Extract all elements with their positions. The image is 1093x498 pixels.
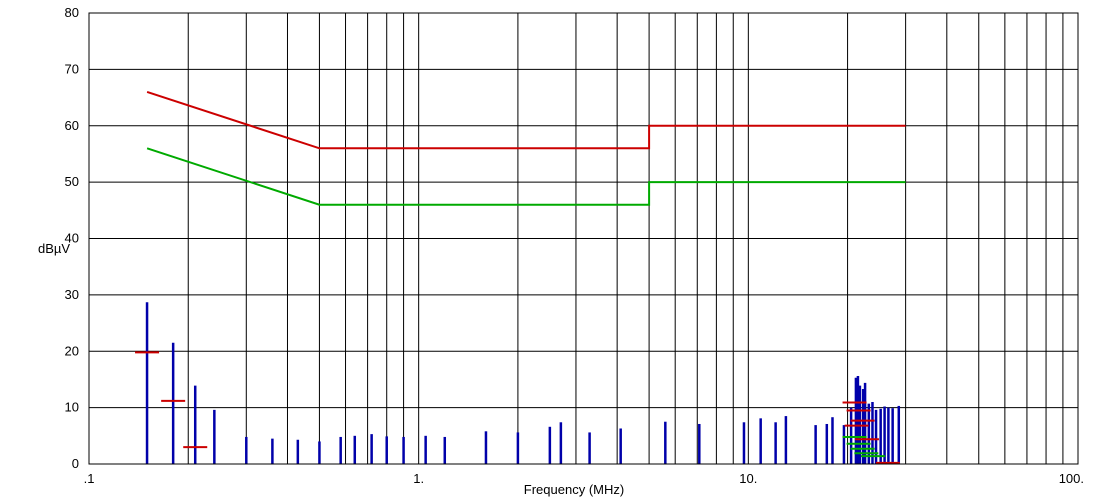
plot-frame (88, 12, 1079, 465)
y-tick-labels: 0 10 20 30 40 50 60 70 80 (65, 5, 79, 471)
y-tick-label: 20 (65, 343, 79, 358)
detector-markers (135, 351, 900, 464)
y-tick-label: 60 (65, 118, 79, 133)
limit-line (146, 90, 906, 150)
y-tick-label: 80 (65, 5, 79, 20)
y-tick-label: 50 (65, 174, 79, 189)
x-tick-labels: .1 1. 10. 100. (84, 471, 1084, 486)
limit-lines (146, 90, 906, 206)
y-tick-label: 30 (65, 287, 79, 302)
y-tick-label: 70 (65, 61, 79, 76)
x-tick-label: 1. (413, 471, 424, 486)
y-tick-label: 10 (65, 400, 79, 415)
y-tick-label: 0 (72, 456, 79, 471)
y-axis-label: dBµV (38, 241, 70, 256)
limit-line (146, 147, 906, 206)
x-tick-label: 100. (1059, 471, 1084, 486)
x-tick-label: .1 (84, 471, 95, 486)
x-axis-label: Frequency (MHz) (524, 482, 624, 497)
x-tick-label: 10. (739, 471, 757, 486)
y-tick-label: 40 (65, 231, 79, 246)
